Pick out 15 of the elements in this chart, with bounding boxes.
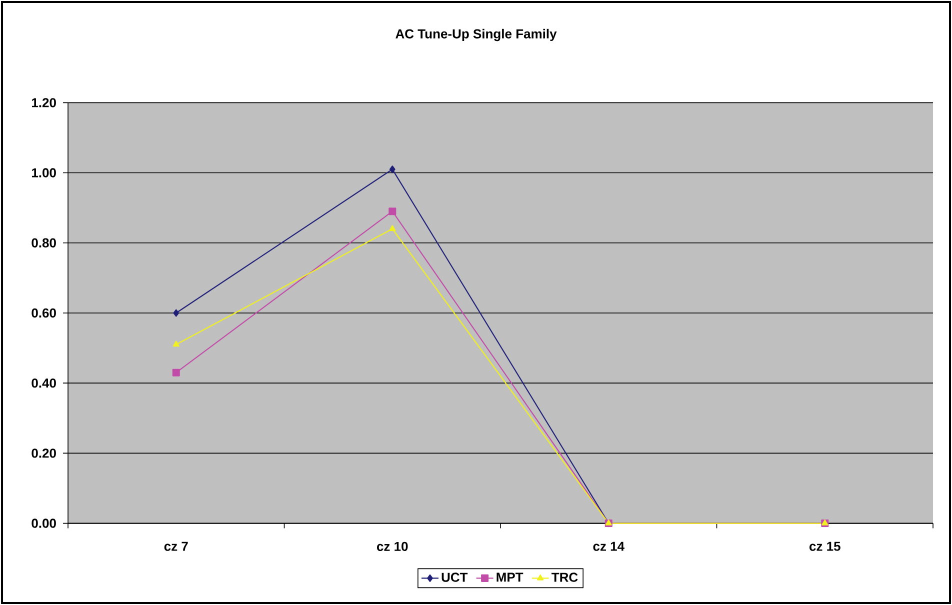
legend-label: MPT: [496, 572, 524, 582]
legend-label: TRC: [552, 572, 578, 582]
y-tick-label: 0.80: [32, 238, 56, 248]
x-tick-label: cz 10: [377, 542, 408, 552]
y-tick-label: 1.20: [32, 98, 56, 108]
y-tick-label: 0.20: [32, 448, 56, 458]
y-tick-label: 1.00: [32, 168, 56, 178]
y-tick-label: 0.00: [32, 518, 56, 528]
x-tick-label: cz 14: [593, 542, 624, 551]
legend-label: UCT: [442, 572, 468, 582]
chart-title: AC Tune-Up Single Family: [396, 28, 557, 42]
y-tick-label: 0.60: [32, 308, 56, 318]
y-tick-label: 0.40: [32, 378, 56, 388]
x-tick-label: cz 7: [164, 542, 188, 551]
x-tick-label: cz 15: [810, 542, 840, 551]
